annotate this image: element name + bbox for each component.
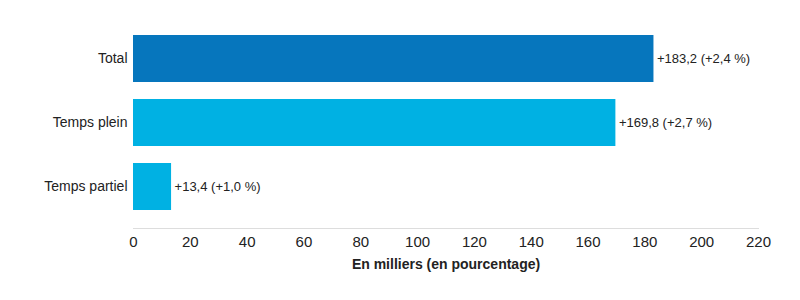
svg-text:220: 220 [746, 233, 771, 250]
svg-text:Temps plein: Temps plein [53, 114, 128, 130]
svg-text:100: 100 [405, 233, 430, 250]
svg-text:200: 200 [689, 233, 714, 250]
svg-text:+13,4 (+1,0 %): +13,4 (+1,0 %) [175, 179, 261, 194]
svg-text:En milliers (en pourcentage): En milliers (en pourcentage) [352, 256, 540, 272]
svg-text:0: 0 [129, 233, 137, 250]
svg-text:160: 160 [576, 233, 601, 250]
svg-text:20: 20 [182, 233, 199, 250]
svg-text:60: 60 [296, 233, 313, 250]
svg-text:Total: Total [98, 50, 128, 66]
svg-text:180: 180 [632, 233, 657, 250]
svg-text:80: 80 [352, 233, 369, 250]
svg-text:+183,2 (+2,4 %): +183,2 (+2,4 %) [657, 51, 750, 66]
svg-text:Temps partiel: Temps partiel [44, 178, 127, 194]
svg-text:140: 140 [519, 233, 544, 250]
svg-text:120: 120 [462, 233, 487, 250]
svg-text:+169,8 (+2,7 %): +169,8 (+2,7 %) [619, 115, 712, 130]
svg-text:40: 40 [239, 233, 256, 250]
